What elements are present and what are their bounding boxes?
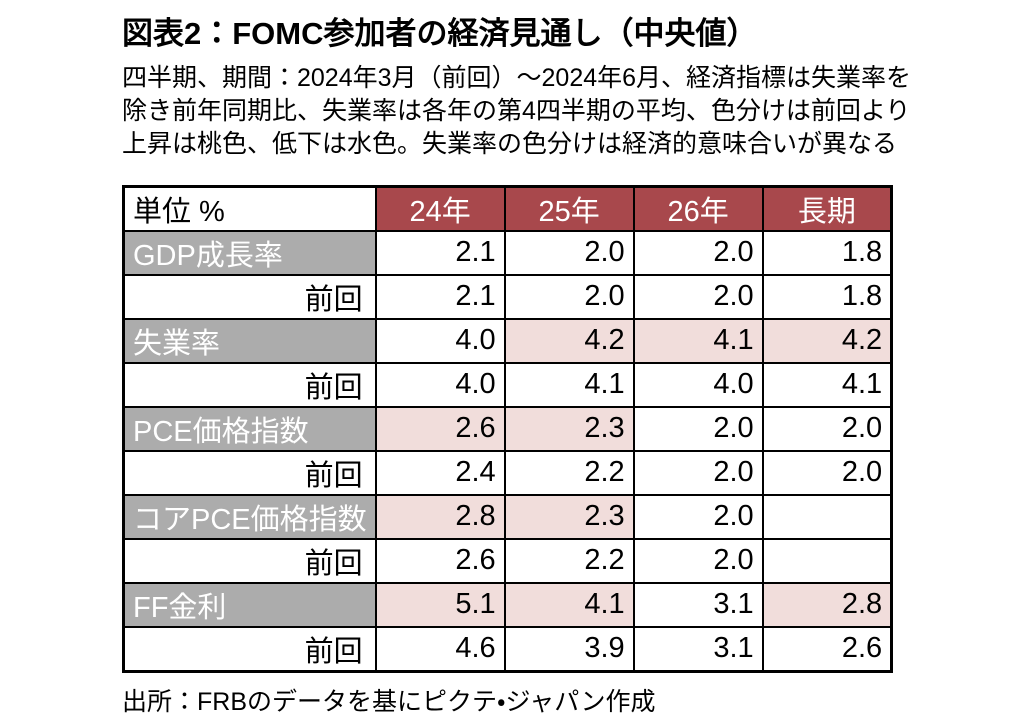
row-label: コアPCE価格指数 — [122, 493, 377, 540]
row-label: FF金利 — [122, 581, 377, 628]
unit-header: 単位 % — [122, 185, 377, 232]
cell-value: 2.0 — [503, 273, 635, 320]
source-note: 出所：FRBのデータを基にピクテ・ジャパン作成 — [122, 687, 656, 716]
column-header-26: 26年 — [632, 185, 764, 232]
cell-value: 2.3 — [503, 405, 635, 452]
table-row-unemployment-previous: 前回 4.0 4.1 4.0 4.1 — [122, 361, 893, 408]
table-row-ff-rate-previous: 前回 4.6 3.9 3.1 2.6 — [122, 625, 893, 673]
cell-value: 5.1 — [374, 581, 506, 628]
subtitle-line-2: 除き前年同期比、失業率は各年の第4四半期の平均、色分けは前回より — [122, 96, 911, 125]
table-row-gdp: GDP成長率 2.1 2.0 2.0 1.8 — [122, 229, 893, 276]
row-label: PCE価格指数 — [122, 405, 377, 452]
column-header-25: 25年 — [503, 185, 635, 232]
cell-value: 2.0 — [632, 405, 764, 452]
figure-subtitle: 四半期、期間：2024年3月（前回）～2024年6月、経済指標は失業率を 除き前… — [122, 62, 1012, 161]
cell-value: 3.1 — [632, 581, 764, 628]
row-label: 前回 — [122, 273, 377, 320]
cell-value: 4.6 — [374, 625, 506, 673]
forecast-table: 単位 % 24年 25年 26年 長期 GDP成長率 2.1 2.0 2.0 1… — [122, 184, 894, 673]
table-body: GDP成長率 2.1 2.0 2.0 1.8 前回 2.1 2.0 2.0 1.… — [122, 229, 893, 673]
row-label: 前回 — [122, 625, 377, 673]
cell-value: 2.0 — [761, 405, 893, 452]
cell-value: 2.0 — [632, 493, 764, 540]
row-label: 前回 — [122, 449, 377, 496]
row-label: 失業率 — [122, 317, 377, 364]
row-label: 前回 — [122, 537, 377, 584]
row-label: 前回 — [122, 361, 377, 408]
table-row-core-pce: コアPCE価格指数 2.8 2.3 2.0 — [122, 493, 893, 540]
cell-value: 2.0 — [503, 229, 635, 276]
column-header-longrun: 長期 — [761, 185, 893, 232]
cell-value: 2.1 — [374, 273, 506, 320]
cell-value: 4.0 — [374, 361, 506, 408]
header-row: 単位 % 24年 25年 26年 長期 — [122, 185, 893, 232]
column-header-24: 24年 — [374, 185, 506, 232]
cell-value: 2.3 — [503, 493, 635, 540]
subtitle-line-3: 上昇は桃色、低下は水色。失業率の色分けは経済的意味合いが異なる — [122, 129, 898, 158]
cell-value: 2.4 — [374, 449, 506, 496]
figure-title: 図表2：FOMC参加者の経済見通し（中央値） — [122, 16, 758, 51]
cell-value: 2.0 — [632, 229, 764, 276]
table-row-pce-previous: 前回 2.4 2.2 2.0 2.0 — [122, 449, 893, 496]
cell-value: 2.0 — [632, 273, 764, 320]
table-row-core-pce-previous: 前回 2.6 2.2 2.0 — [122, 537, 893, 584]
cell-value: 4.2 — [503, 317, 635, 364]
table-row-ff-rate: FF金利 5.1 4.1 3.1 2.8 — [122, 581, 893, 628]
table-row-pce: PCE価格指数 2.6 2.3 2.0 2.0 — [122, 405, 893, 452]
cell-value: 2.6 — [374, 405, 506, 452]
cell-value: 4.1 — [761, 361, 893, 408]
subtitle-line-1: 四半期、期間：2024年3月（前回）～2024年6月、経済指標は失業率を — [122, 63, 912, 92]
cell-value: 2.1 — [374, 229, 506, 276]
cell-value: 4.1 — [503, 361, 635, 408]
cell-value — [761, 493, 893, 540]
table-header: 単位 % 24年 25年 26年 長期 — [122, 185, 893, 232]
table-row-unemployment: 失業率 4.0 4.2 4.1 4.2 — [122, 317, 893, 364]
cell-value: 4.0 — [374, 317, 506, 364]
table-row-gdp-previous: 前回 2.1 2.0 2.0 1.8 — [122, 273, 893, 320]
cell-value: 2.0 — [632, 537, 764, 584]
cell-value: 2.6 — [374, 537, 506, 584]
cell-value: 1.8 — [761, 273, 893, 320]
cell-value: 2.8 — [374, 493, 506, 540]
cell-value: 2.2 — [503, 449, 635, 496]
cell-value: 2.2 — [503, 537, 635, 584]
cell-value: 1.8 — [761, 229, 893, 276]
row-label: GDP成長率 — [122, 229, 377, 276]
cell-value: 4.1 — [632, 317, 764, 364]
cell-value: 2.0 — [761, 449, 893, 496]
cell-value: 3.9 — [503, 625, 635, 673]
cell-value: 2.0 — [632, 449, 764, 496]
cell-value: 3.1 — [632, 625, 764, 673]
cell-value — [761, 537, 893, 584]
cell-value: 4.0 — [632, 361, 764, 408]
cell-value: 4.1 — [503, 581, 635, 628]
cell-value: 2.6 — [761, 625, 893, 673]
cell-value: 2.8 — [761, 581, 893, 628]
cell-value: 4.2 — [761, 317, 893, 364]
